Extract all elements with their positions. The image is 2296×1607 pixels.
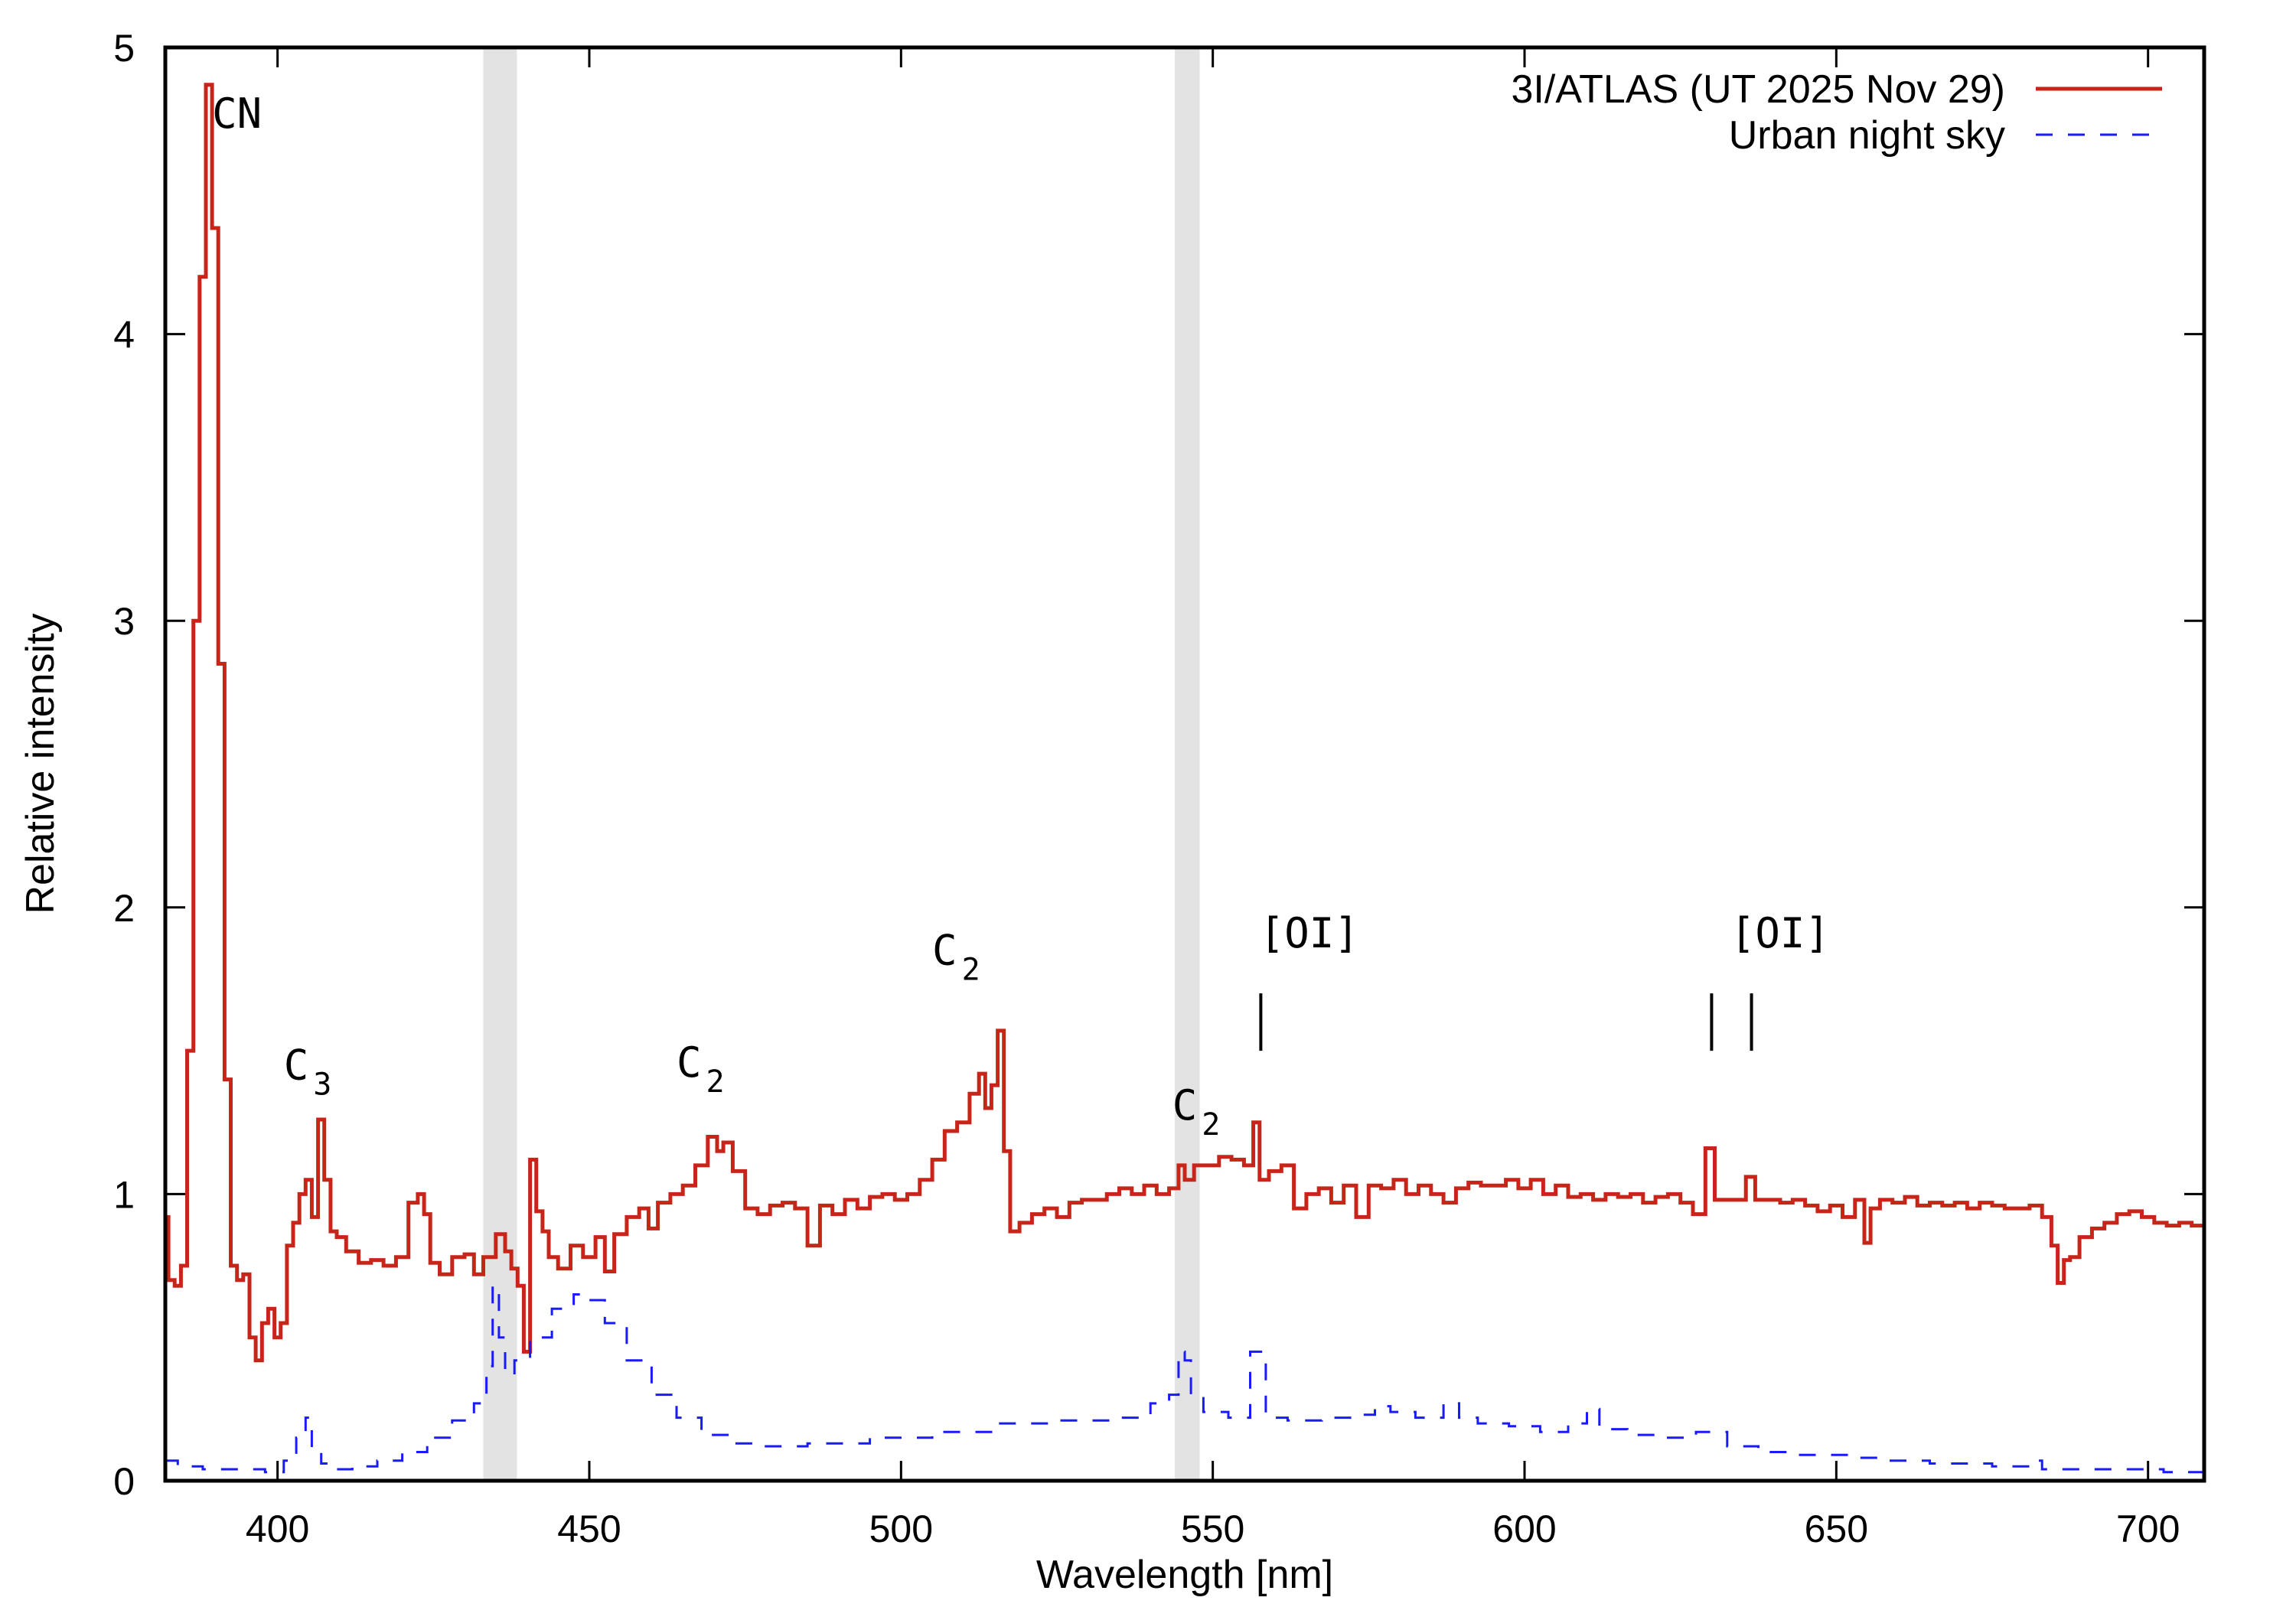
series-line-comet xyxy=(165,83,2204,1363)
annotation-label: [OI] xyxy=(1260,909,1359,957)
annotation-subscript: 2 xyxy=(1202,1107,1220,1143)
annotation-label: [OI] xyxy=(1730,909,1830,957)
annotation-text: [OI] xyxy=(1730,909,1830,957)
y-tick-label: 2 xyxy=(113,887,135,930)
annotation-text: C xyxy=(284,1041,309,1090)
y-tick-label: 4 xyxy=(113,314,135,357)
annotations: CNC 3 C 2C 2C 2[OI] [OI] xyxy=(212,90,1830,1143)
x-tick-label: 650 xyxy=(1805,1508,1868,1550)
y-tick-label: 1 xyxy=(113,1173,135,1216)
annotation-text: C xyxy=(932,927,957,975)
annotation-text: C xyxy=(1172,1081,1198,1129)
axis-ticks: 400 450 500 550 600 650 700 0 1 2 3 4 5 xyxy=(113,27,2204,1550)
series-line-sky xyxy=(165,1284,2204,1474)
x-tick-label: 450 xyxy=(557,1508,621,1550)
annotation-subscript: 2 xyxy=(706,1064,725,1100)
series-group xyxy=(165,83,2204,1474)
plot-frame xyxy=(163,45,2206,1483)
x-tick-label: 700 xyxy=(2116,1508,2180,1550)
annotation-text: CN xyxy=(212,90,262,138)
x-tick-label: 600 xyxy=(1492,1508,1556,1550)
x-tick-label: 400 xyxy=(246,1508,309,1550)
legend-label-sky: Urban night sky xyxy=(1729,113,2005,158)
y-tick-label: 3 xyxy=(113,600,135,643)
annotation-subscript: 2 xyxy=(962,953,980,988)
shaded-band-1 xyxy=(1174,47,1200,1481)
x-axis-title: Wavelength [nm] xyxy=(1036,1553,1333,1597)
y-tick-label: 5 xyxy=(113,27,135,70)
x-tick-label: 550 xyxy=(1181,1508,1244,1550)
y-tick-label: 0 xyxy=(113,1460,135,1503)
annotation-text: [OI] xyxy=(1260,909,1359,957)
annotation-label: CN xyxy=(212,90,262,138)
shaded-bands xyxy=(483,47,1200,1481)
legend: 3I/ATLAS (UT 2025 Nov 29) Urban night sk… xyxy=(1512,67,2162,158)
shaded-band-0 xyxy=(483,47,517,1481)
annotation-subscript: 3 xyxy=(313,1068,331,1103)
x-tick-label: 500 xyxy=(869,1508,933,1550)
y-axis-title: Relative intensity xyxy=(18,613,63,914)
legend-label-comet: 3I/ATLAS (UT 2025 Nov 29) xyxy=(1512,67,2005,112)
annotation-text: C xyxy=(677,1038,702,1087)
